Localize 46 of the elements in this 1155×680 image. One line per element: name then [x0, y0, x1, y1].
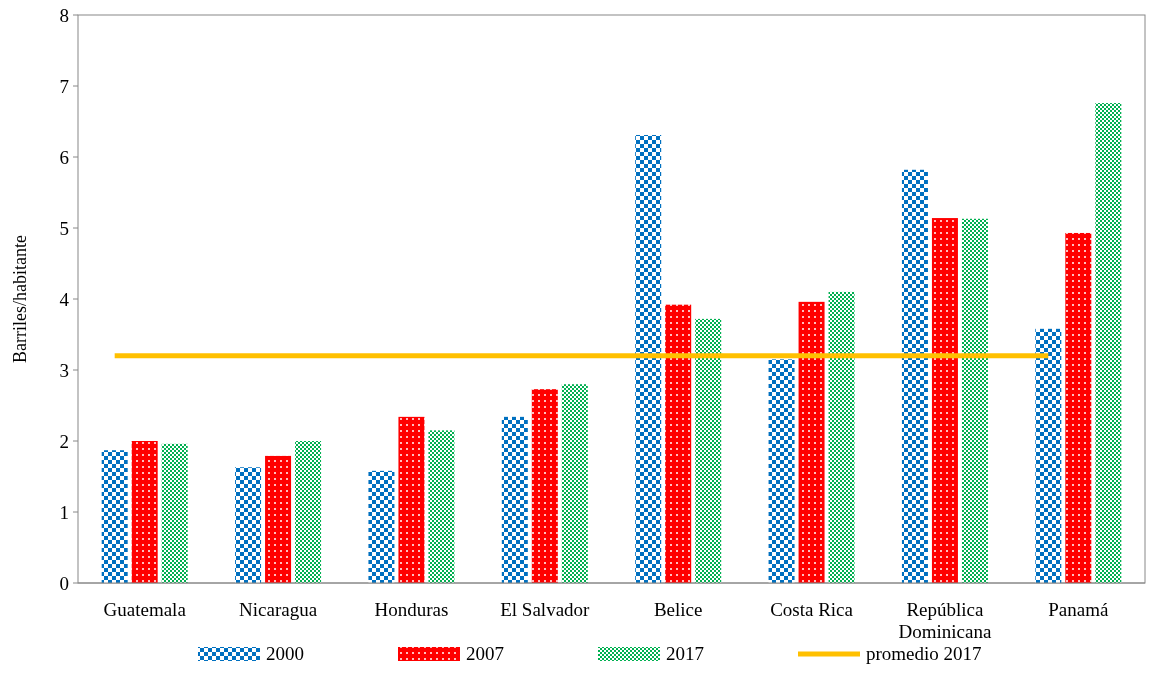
y-tick-label: 2: [59, 430, 69, 452]
y-tick-label: 8: [59, 4, 69, 26]
y-tick-label: 3: [59, 359, 69, 381]
x-tick-label: Honduras: [374, 599, 449, 620]
bar: [931, 218, 958, 583]
bar: [101, 450, 128, 583]
bar: [768, 359, 795, 583]
legend-label: promedio 2017: [866, 643, 982, 664]
y-tick-label: 1: [59, 501, 69, 523]
bar: [695, 318, 722, 583]
bar: [265, 455, 292, 583]
x-tick-label: República Dominicana: [898, 599, 992, 642]
bar: [1065, 232, 1092, 583]
bar: [531, 389, 558, 583]
bar: [235, 467, 262, 583]
x-tick-label: Panamá: [1048, 599, 1109, 620]
bar: [798, 301, 825, 583]
x-tick-label: Belice: [653, 599, 703, 620]
bar: [501, 416, 528, 583]
legend-label: 2017: [666, 643, 704, 664]
y-tick-label: 7: [59, 75, 69, 97]
bar: [665, 304, 692, 583]
x-tick-label: Guatemala: [103, 599, 187, 620]
bar: [561, 384, 588, 583]
legend-label: 2007: [466, 643, 504, 664]
x-tick-label: Nicaragua: [239, 599, 318, 620]
bar: [635, 134, 662, 583]
bar: [1035, 328, 1062, 583]
bar: [961, 218, 988, 583]
bar: [131, 441, 158, 583]
bar: [901, 169, 928, 583]
x-tick-label: El Salvador: [500, 599, 591, 620]
y-tick-label: 6: [59, 146, 69, 168]
y-tick-label: 0: [59, 572, 69, 594]
bar: [828, 291, 855, 583]
bar: [295, 441, 322, 583]
bar: [1095, 103, 1122, 583]
bar: [428, 430, 455, 583]
bar: [398, 416, 425, 583]
legend-label: 2000: [266, 643, 304, 664]
y-axis-title: Barriles/habitante: [10, 235, 30, 363]
y-tick-label: 5: [59, 217, 69, 239]
bar: [368, 470, 395, 583]
y-tick-label: 4: [59, 288, 70, 310]
x-tick-label: Costa Rica: [770, 599, 854, 620]
bar: [161, 443, 188, 583]
